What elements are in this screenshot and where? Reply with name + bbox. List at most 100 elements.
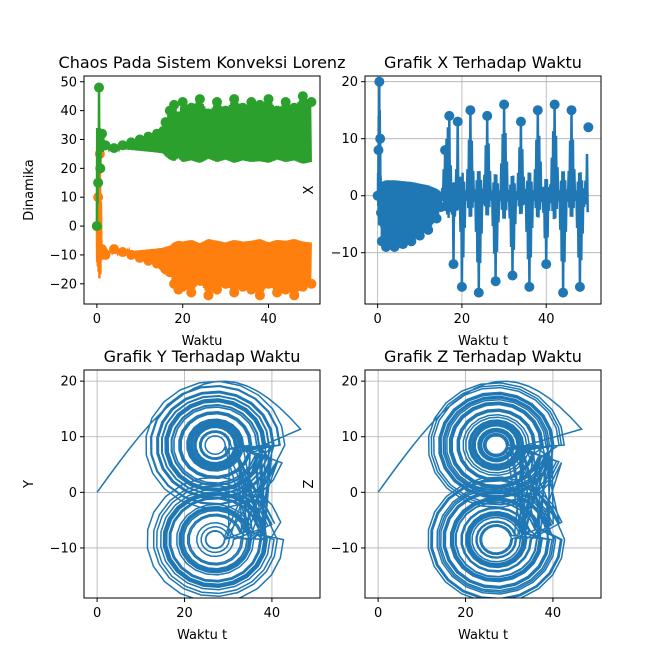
data-point [414, 230, 425, 241]
data-point [126, 137, 137, 148]
data-point [254, 99, 265, 110]
x-tick-label: 0 [374, 312, 382, 327]
subplot-3: 0 20 40 −10 0 10 20 Grafik Y Terhadap Waktu Wakt… [22, 347, 321, 643]
data-point [203, 290, 214, 301]
data-point [95, 163, 106, 174]
y-tick-label: 0 [350, 486, 358, 501]
x-axis-label: Waktu t [177, 628, 227, 643]
y-axis-label: Dinamika [22, 159, 37, 220]
data-point [194, 275, 205, 286]
data-point [212, 284, 223, 295]
data-point [397, 239, 408, 250]
data-point [229, 94, 240, 105]
data-point [254, 290, 265, 301]
data-point [246, 284, 257, 295]
y-tick-label: 10 [341, 132, 358, 147]
chart-title: Grafik X Terhadap Waktu [384, 53, 582, 72]
data-point [376, 207, 387, 218]
data-point [109, 244, 120, 255]
y-axis-label: Z [302, 479, 317, 488]
data-point [237, 102, 248, 113]
plot-area [372, 76, 594, 298]
data-point [117, 247, 128, 258]
data-point [289, 290, 300, 301]
data-point [374, 76, 385, 87]
y-tick-label: 10 [60, 191, 77, 206]
axes-frame [364, 75, 602, 305]
data-point [473, 287, 484, 298]
y-tick-label: 0 [69, 486, 77, 501]
x-tick-label: 20 [454, 312, 471, 327]
data-point [109, 143, 120, 154]
data-point [431, 213, 442, 224]
data-point [375, 133, 386, 144]
x-tick-label: 0 [93, 312, 101, 327]
series-band-1 [376, 81, 589, 293]
x-tick-label: 0 [93, 606, 101, 621]
data-point [203, 108, 214, 119]
data-point [574, 281, 585, 292]
data-point [373, 145, 384, 156]
data-point [465, 105, 476, 116]
chart-title: Grafik Z Terhadap Waktu [384, 347, 582, 366]
y-tick-label: 30 [60, 133, 77, 148]
x-axis-label: Waktu t [458, 334, 508, 349]
plot-area [377, 380, 583, 598]
data-point [91, 221, 102, 232]
data-point [117, 140, 128, 151]
data-point [549, 99, 560, 110]
y-axis-label: Y [22, 480, 37, 489]
data-point [186, 102, 197, 113]
x-tick-label: 20 [176, 606, 193, 621]
y-tick-label: 0 [350, 189, 358, 204]
x-axis-label: Waktu t [458, 628, 508, 643]
x-axis-label: Waktu [182, 334, 223, 349]
data-point [490, 276, 501, 287]
data-point [499, 99, 510, 110]
data-point [507, 270, 518, 281]
data-point [280, 96, 291, 107]
series-line-1 [96, 380, 302, 598]
data-point [263, 278, 274, 289]
data-point [134, 134, 145, 145]
data-point [524, 281, 535, 292]
data-point [93, 177, 104, 188]
y-tick-label: −10 [331, 541, 358, 556]
subplot-1: 0 20 40 −20 −10 0 10 20 30 40 50 Chaos Pada Sistem … [22, 53, 345, 349]
y-tick-label: 10 [60, 430, 77, 445]
data-point [372, 190, 383, 201]
data-point [229, 287, 240, 298]
data-point [194, 94, 205, 105]
series-line-1 [377, 380, 583, 598]
y-axis-label: X [302, 185, 317, 194]
data-point [143, 131, 154, 142]
data-point [444, 110, 455, 121]
data-point [435, 202, 446, 213]
data-point [456, 281, 467, 292]
data-point [169, 99, 180, 110]
data-point [482, 110, 493, 121]
data-point [541, 259, 552, 270]
data-point [566, 105, 577, 116]
data-point [583, 122, 594, 133]
chart-title: Chaos Pada Sistem Konveksi Lorenz [59, 53, 346, 72]
data-point [220, 105, 231, 116]
data-point [406, 236, 417, 247]
x-tick-label: 40 [264, 606, 281, 621]
chart-title: Grafik Y Terhadap Waktu [104, 347, 301, 366]
y-tick-label: 20 [341, 75, 358, 90]
data-point [160, 117, 171, 128]
y-tick-label: −10 [50, 541, 77, 556]
data-point [212, 96, 223, 107]
data-point [297, 281, 308, 292]
y-tick-label: −10 [331, 246, 358, 261]
y-tick-label: 20 [341, 375, 358, 390]
data-point [452, 116, 463, 127]
axes-frame [364, 369, 602, 599]
y-tick-label: 20 [60, 162, 77, 177]
subplot-4: 0 20 40 −10 0 10 20 Grafik Z Terhadap Waktu Wakt… [302, 347, 602, 643]
data-point [220, 278, 231, 289]
data-point [448, 259, 459, 270]
y-tick-label: −10 [50, 248, 77, 263]
plot-area [91, 82, 317, 301]
